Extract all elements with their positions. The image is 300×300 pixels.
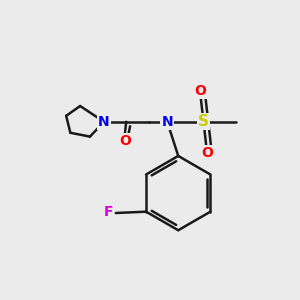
Text: O: O [119, 134, 131, 148]
Text: O: O [201, 146, 213, 160]
Text: N: N [161, 115, 173, 129]
Text: O: O [194, 84, 206, 98]
Text: N: N [98, 115, 110, 129]
Text: S: S [198, 114, 209, 129]
Text: F: F [103, 205, 113, 218]
